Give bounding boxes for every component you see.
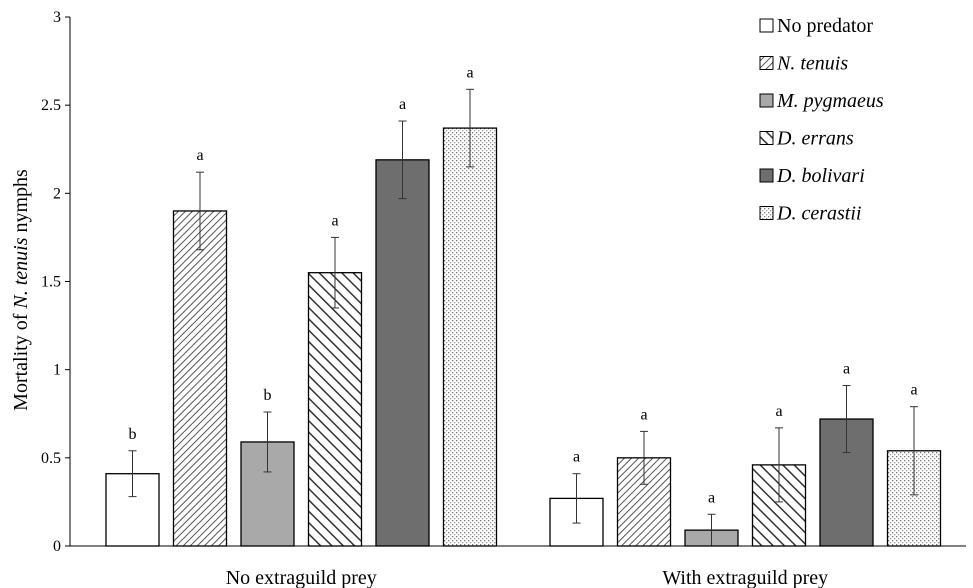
legend-label: M. pygmaeus (776, 90, 884, 112)
significance-letter: a (775, 403, 782, 420)
significance-letter: a (331, 212, 338, 229)
significance-letter: a (466, 64, 473, 81)
significance-letter: a (708, 489, 715, 506)
bar (307, 272, 363, 547)
y-axis-label-suffix: nymphs (10, 169, 32, 238)
legend-label: D. bolivari (776, 165, 865, 187)
y-tick-label: 1.5 (41, 274, 61, 291)
legend-label: D. errans (776, 128, 854, 150)
y-axis-label-prefix: Mortality of (10, 309, 32, 411)
x-axis: No extraguild prey With extraguild prey (70, 545, 966, 588)
y-axis-label-species: N. tenuis (10, 237, 32, 309)
significance-letter: b (129, 426, 137, 443)
x-category-label: With extraguild prey (662, 567, 828, 588)
significance-letter: a (910, 382, 917, 399)
y-tick-label: 0 (53, 538, 61, 555)
legend-label: D. cerastii (776, 203, 861, 225)
y-tick-label: 2.5 (41, 97, 61, 114)
significance-letter: a (843, 361, 850, 378)
bars: b a a a b a a a a a a a (105, 64, 942, 547)
legend-swatch (759, 56, 774, 70)
significance-letter: a (573, 449, 580, 466)
legend-swatch (759, 93, 774, 108)
x-category-label: No extraguild prey (226, 567, 377, 588)
y-tick-label: 0.5 (41, 450, 61, 467)
legend-label: N. tenuis (776, 53, 848, 75)
legend-swatch (759, 131, 774, 145)
significance-letter: a (640, 406, 647, 423)
legend-swatch (759, 168, 774, 183)
y-axis: 0 0.5 1 1.5 2 2.5 3 (41, 9, 71, 555)
y-tick-label: 2 (53, 185, 61, 202)
legend-swatch (759, 18, 774, 33)
y-tick-label: 1 (53, 362, 61, 379)
y-axis-label: Mortality of N. tenuis nymphs (10, 169, 32, 411)
bar (375, 159, 430, 547)
y-tick-label: 3 (53, 9, 61, 26)
bar (442, 127, 498, 547)
bar (172, 210, 228, 547)
significance-letter: a (196, 147, 203, 164)
significance-letter: b (264, 387, 272, 404)
significance-letter: a (399, 96, 406, 113)
legend-label: No predator (777, 15, 873, 37)
legend-swatch (759, 206, 774, 220)
legend: No predator N. tenuis M. pygmaeus D. errans… (759, 15, 884, 225)
